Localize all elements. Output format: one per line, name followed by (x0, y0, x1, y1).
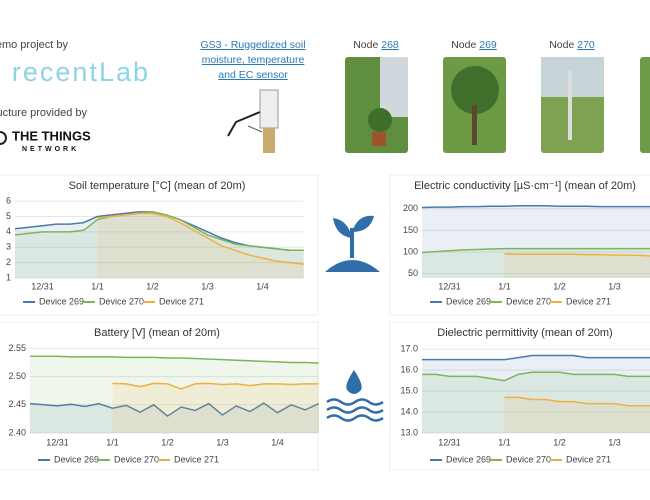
node-link[interactable]: 268 (381, 39, 399, 51)
demo-text: Demo project by (0, 39, 68, 51)
legend-label: Device 270 (114, 454, 159, 464)
y-tick-label: 1 (6, 272, 11, 282)
x-tick-label: 1/2 (146, 281, 159, 291)
y-tick-label: 3 (6, 242, 11, 252)
y-tick-label: 2.45 (8, 399, 26, 409)
y-tick-label: 200 (403, 203, 418, 213)
node-label: Node 270 (549, 39, 595, 51)
x-tick-label: 1/3 (608, 437, 621, 447)
y-tick-label: 2 (6, 257, 11, 267)
series-line (29, 402, 320, 418)
series-line (30, 355, 319, 364)
legend-label: Device 271 (566, 454, 611, 464)
x-tick-label: 12/31 (438, 281, 461, 291)
node-link[interactable]: 270 (577, 39, 595, 51)
x-tick-label: 1/3 (608, 281, 621, 291)
series-area (97, 213, 304, 278)
logo: recentLab (12, 57, 150, 87)
legend-label: Device 270 (506, 454, 551, 464)
chart: Electric conductivity [µS·cm⁻¹] (mean of… (403, 180, 650, 306)
chart-title: Dielectric permittivity (mean of 20m) (437, 327, 612, 339)
y-tick-label: 16.0 (400, 365, 418, 375)
ttn-sub: NETWORK (22, 146, 79, 153)
x-tick-label: 12/31 (46, 437, 69, 447)
y-tick-label: 14.0 (400, 406, 418, 416)
series-area (30, 356, 319, 433)
series-line (504, 253, 650, 257)
x-tick-label: 12/31 (438, 437, 461, 447)
chart-title: Battery [V] (mean of 20m) (94, 327, 220, 339)
legend-label: Device 271 (174, 454, 219, 464)
series-line (422, 371, 650, 382)
series-area (504, 397, 650, 433)
x-tick-label: 12/31 (31, 281, 54, 291)
sensor-image (227, 89, 279, 153)
series-line (421, 247, 650, 254)
x-tick-label: 1/3 (201, 281, 214, 291)
series-area (422, 372, 650, 433)
sensor-link[interactable]: GS3 - Ruggedized soil moisture, temperat… (200, 39, 306, 81)
chart: Dielectric permittivity (mean of 20m) 13.… (400, 327, 650, 464)
series-line (422, 354, 650, 361)
legend-label: Device 271 (566, 296, 611, 306)
x-tick-label: 1/3 (216, 437, 229, 447)
y-tick-label: 100 (403, 246, 418, 256)
ttn-name: THE THINGS (12, 128, 91, 143)
y-tick-label: 5 (6, 211, 11, 221)
x-tick-label: 1/1 (498, 437, 511, 447)
series-area (504, 253, 650, 278)
series-area (112, 383, 319, 433)
node-label: Node 269 (451, 39, 497, 51)
node-name: Node (353, 39, 378, 51)
y-tick-label: 6 (6, 195, 11, 205)
legend-label: Device 269 (446, 296, 491, 306)
node-name: Node (549, 39, 574, 51)
legend-label: Device 269 (54, 454, 99, 464)
series-line (504, 396, 650, 407)
series-area (422, 248, 650, 278)
series-area (422, 205, 650, 278)
legend-label: Device 270 (99, 296, 144, 306)
series-line (421, 205, 650, 209)
x-tick-label: 1/1 (498, 281, 511, 291)
node-photos (345, 57, 650, 153)
legend-label: Device 271 (159, 296, 204, 306)
infra-text: Infrastructure provided by (0, 107, 87, 119)
x-tick-label: 1/4 (256, 281, 269, 291)
y-tick-label: 4 (6, 226, 11, 236)
series-line (97, 212, 304, 265)
water-icon (326, 370, 384, 422)
ttn-icon (0, 131, 7, 145)
y-tick-label: 13.0 (400, 427, 418, 437)
chart-title: Electric conductivity [µS·cm⁻¹] (mean of… (414, 180, 636, 192)
y-tick-label: 2.40 (8, 427, 26, 437)
y-tick-label: 2.55 (8, 343, 26, 353)
x-tick-label: 1/2 (553, 281, 566, 291)
chart-title: Soil temperature [°C] (mean of 20m) (69, 180, 246, 192)
x-tick-label: 1/2 (553, 437, 566, 447)
legend-label: Device 269 (39, 296, 84, 306)
x-tick-label: 1/1 (106, 437, 119, 447)
series-line (112, 382, 319, 390)
x-tick-label: 1/4 (271, 437, 284, 447)
legend-label: Device 269 (446, 454, 491, 464)
chart: Soil temperature [°C] (mean of 20m) 1 2 3 4 5… (6, 180, 304, 306)
node-name: Node (451, 39, 476, 51)
cards (0, 174, 650, 471)
x-tick-label: 1/1 (91, 281, 104, 291)
chart: Battery [V] (mean of 20m) 2.40 2.45 2.50 2.5… (8, 327, 320, 464)
x-tick-label: 1/2 (161, 437, 174, 447)
legend-label: Device 270 (506, 296, 551, 306)
y-tick-label: 15.0 (400, 385, 418, 395)
y-tick-label: 150 (403, 225, 418, 235)
node-label: Node 268 (353, 39, 399, 51)
node-link[interactable]: 269 (479, 39, 497, 51)
plant-icon (325, 215, 380, 272)
y-tick-label: 17.0 (400, 344, 418, 354)
y-tick-label: 2.50 (8, 371, 26, 381)
series-line (14, 211, 304, 252)
y-tick-label: 50 (408, 268, 418, 278)
